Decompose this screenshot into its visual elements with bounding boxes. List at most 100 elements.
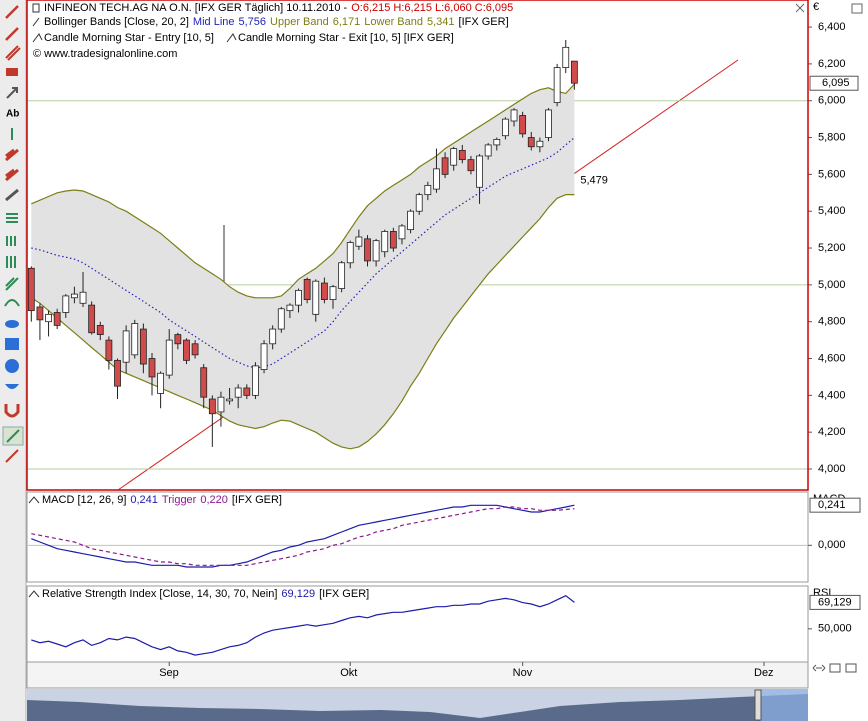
- candle-body: [510, 109, 518, 122]
- legend-text: MACD [12, 26, 9]: [42, 494, 126, 506]
- tool-ray[interactable]: [5, 27, 19, 41]
- candle-body: [320, 282, 328, 300]
- tool-arrow[interactable]: [6, 87, 18, 99]
- candle-body: [200, 367, 208, 398]
- candle-body: [36, 306, 44, 321]
- navigator[interactable]: [27, 689, 808, 721]
- candle-body: [424, 185, 432, 196]
- tool-channel[interactable]: [5, 45, 21, 61]
- candle-body: [260, 343, 268, 370]
- candle-body: [364, 238, 371, 262]
- y-tick-label: 4,800: [818, 316, 846, 328]
- tool-magnet[interactable]: [4, 404, 20, 418]
- candle-body: [269, 328, 277, 345]
- zoom-icon[interactable]: [829, 663, 841, 673]
- scroll-icon[interactable]: [812, 664, 826, 672]
- series-line: [31, 504, 575, 568]
- tool-fib-time[interactable]: [6, 256, 16, 268]
- tool-line[interactable]: [5, 5, 19, 19]
- indicator-icon: [28, 496, 40, 504]
- fit-icon[interactable]: [845, 663, 857, 673]
- tool-pitchfork[interactable]: [5, 188, 19, 202]
- toolbar: Ab: [0, 0, 27, 721]
- strategy-icon: [226, 33, 237, 43]
- indicator-legend: Bollinger Bands [Close, 20, 2] Mid Line 5,…: [44, 16, 509, 28]
- candle-body: [450, 148, 458, 166]
- series-line: [31, 506, 575, 566]
- legend-text: Mid Line: [193, 16, 235, 28]
- legend-text: [IFX GER]: [459, 16, 509, 28]
- value-box: [809, 497, 861, 513]
- candle-body: [415, 194, 423, 212]
- candle-body: [519, 115, 527, 135]
- tool-circle[interactable]: [5, 359, 19, 373]
- candle-body: [131, 323, 139, 356]
- candle-body: [441, 157, 449, 175]
- candle-body: [53, 312, 61, 326]
- tool-ellipse[interactable]: [5, 320, 19, 328]
- legend-text: O:6,215 H:6,215 L:6,060 C:6,095: [351, 2, 513, 14]
- navigator-area: [27, 694, 808, 721]
- candle-body: [433, 168, 440, 190]
- candle-body: [527, 137, 535, 148]
- candle-body: [381, 231, 389, 253]
- candle-body: [165, 339, 173, 376]
- candle-body: [458, 150, 466, 161]
- y-tick-label: 50,000: [818, 623, 852, 635]
- candle-body: [570, 60, 578, 84]
- last-price-box: [809, 75, 859, 91]
- symbol-icon: [32, 3, 40, 13]
- indicator-icon: [32, 17, 40, 27]
- value-box: [809, 594, 861, 610]
- candle-body: [355, 236, 363, 247]
- tool-levels[interactable]: [6, 213, 18, 223]
- candle-body: [122, 330, 130, 363]
- y-tick-label: 5,800: [818, 131, 846, 143]
- candle-body: [502, 118, 509, 137]
- candle-body: [493, 138, 501, 146]
- close-icon[interactable]: [795, 3, 805, 13]
- tool-trend[interactable]: [6, 429, 20, 443]
- tool-gann[interactable]: [5, 168, 19, 182]
- tool-text[interactable]: Ab: [6, 109, 19, 120]
- candle-body: [553, 67, 561, 103]
- candle-body: [562, 46, 570, 68]
- navigator-window: [760, 689, 808, 721]
- tool-rect[interactable]: [5, 338, 19, 350]
- series-line: [31, 595, 575, 656]
- y-tick-label: 4,200: [818, 426, 846, 438]
- tool-cycles[interactable]: [6, 236, 16, 246]
- x-axis-strip: [26, 661, 809, 689]
- legend-text: 5,341: [427, 16, 455, 28]
- candle-body: [96, 324, 104, 335]
- x-tick-label: Okt: [340, 667, 357, 679]
- annotation: 5,479: [580, 175, 608, 187]
- candle-body: [114, 359, 121, 387]
- candle-body: [346, 242, 354, 264]
- candle-body: [243, 387, 251, 396]
- macd-frame: [26, 491, 809, 583]
- tool-delete[interactable]: [5, 449, 19, 463]
- y-tick-label: 6,000: [818, 95, 846, 107]
- legend-text: 6,171: [333, 16, 361, 28]
- main-frame: [26, 0, 809, 491]
- legend-text: Relative Strength Index [Close, 14, 30, …: [42, 588, 277, 600]
- candle-body: [217, 396, 225, 413]
- tool-hline[interactable]: [6, 68, 18, 76]
- copyright: © www.tradesignalonline.com: [33, 48, 177, 60]
- tool-arc[interactable]: [4, 299, 20, 307]
- indicator-legend: Relative Strength Index [Close, 14, 30, …: [42, 588, 369, 600]
- legend-text: 0,241: [130, 494, 158, 506]
- legend-text: Lower Band: [364, 16, 423, 28]
- tool-speed[interactable]: [5, 277, 19, 291]
- tool-triangle[interactable]: [5, 384, 19, 389]
- y-tick-label: 5,600: [818, 168, 846, 180]
- y-tick-label: 5,400: [818, 205, 846, 217]
- candle-body: [139, 328, 147, 365]
- settings-icon[interactable]: [851, 3, 863, 14]
- navigator-handle[interactable]: [754, 689, 762, 721]
- tool-fibo[interactable]: [5, 148, 19, 162]
- candle-body: [183, 339, 190, 361]
- series-line: [30, 194, 575, 450]
- candle-body: [389, 231, 397, 249]
